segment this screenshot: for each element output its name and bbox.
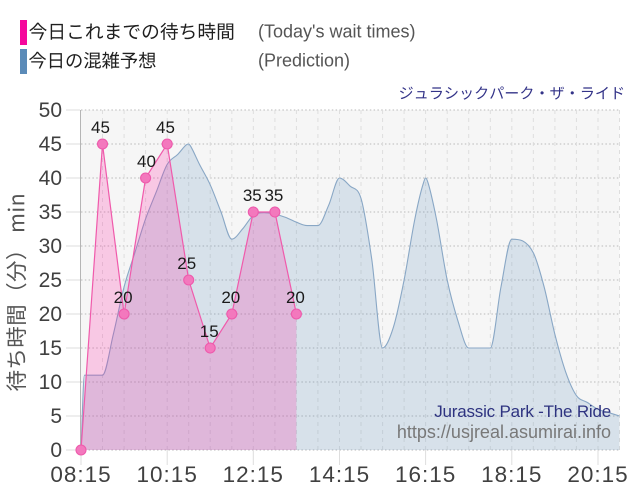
svg-text:45: 45 bbox=[156, 118, 175, 137]
svg-text:15: 15 bbox=[200, 322, 219, 341]
svg-text:20: 20 bbox=[39, 303, 62, 326]
svg-text:20:15: 20:15 bbox=[567, 462, 628, 487]
svg-text:(Prediction): (Prediction) bbox=[258, 51, 350, 71]
svg-text:Jurassic Park -The Ride: Jurassic Park -The Ride bbox=[434, 402, 611, 421]
svg-text:14:15: 14:15 bbox=[309, 462, 370, 487]
svg-text:08:15: 08:15 bbox=[50, 462, 111, 487]
svg-text:20: 20 bbox=[286, 288, 305, 307]
svg-text:15: 15 bbox=[39, 337, 62, 360]
svg-text:45: 45 bbox=[91, 118, 110, 137]
svg-text:(Today's wait times): (Today's wait times) bbox=[258, 22, 415, 42]
svg-text:5: 5 bbox=[50, 405, 62, 428]
svg-text:10:15: 10:15 bbox=[137, 462, 198, 487]
svg-text:30: 30 bbox=[39, 235, 62, 258]
svg-text:35: 35 bbox=[39, 201, 62, 224]
svg-text:16:15: 16:15 bbox=[395, 462, 456, 487]
svg-text:20: 20 bbox=[114, 288, 133, 307]
svg-text:40: 40 bbox=[39, 167, 62, 190]
svg-text:https://usjreal.asumirai.info: https://usjreal.asumirai.info bbox=[397, 422, 611, 442]
svg-text:10: 10 bbox=[39, 371, 62, 394]
svg-text:12:15: 12:15 bbox=[223, 462, 284, 487]
svg-text:35: 35 bbox=[243, 186, 262, 205]
svg-text:45: 45 bbox=[39, 133, 62, 156]
svg-text:0: 0 bbox=[50, 439, 62, 462]
svg-text:35: 35 bbox=[264, 186, 283, 205]
svg-text:25: 25 bbox=[39, 269, 62, 292]
svg-text:18:15: 18:15 bbox=[481, 462, 542, 487]
svg-text:50: 50 bbox=[39, 99, 62, 122]
svg-text:20: 20 bbox=[221, 288, 240, 307]
svg-text:25: 25 bbox=[177, 254, 196, 273]
svg-text:40: 40 bbox=[137, 152, 156, 171]
